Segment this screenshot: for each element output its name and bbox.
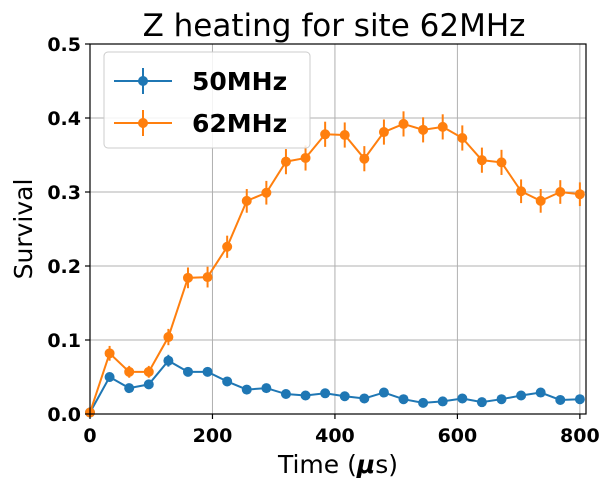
data-point	[222, 376, 233, 387]
ticks: 0 200 400 600 800 0.0 0.1 0.2 0.3 0.4 0.5	[47, 34, 599, 447]
data-point	[261, 383, 272, 394]
data-point	[339, 391, 350, 402]
data-point	[437, 396, 448, 407]
legend-marker	[138, 118, 148, 128]
legend-label: 62MHz	[192, 109, 287, 138]
data-point	[222, 241, 233, 252]
data-point	[516, 186, 527, 197]
data-point	[280, 156, 291, 167]
x-tick-label: 800	[560, 425, 600, 447]
data-point	[496, 394, 507, 405]
y-tick-label: 0.5	[47, 34, 81, 56]
data-point	[457, 393, 468, 404]
y-axis-label: Survival	[9, 179, 38, 280]
series-62MHz	[85, 111, 585, 418]
legend: 50MHz 62MHz	[103, 51, 311, 149]
data-point	[378, 387, 389, 398]
data-point	[476, 155, 487, 166]
y-tick-label: 0.2	[47, 256, 81, 278]
chart-title: Z heating for site 62MHz	[143, 8, 526, 44]
data-point	[555, 187, 566, 197]
data-point	[496, 157, 507, 168]
data-point	[339, 130, 350, 141]
y-tick-label: 0.3	[47, 182, 81, 204]
data-point	[182, 366, 193, 377]
series-layer	[85, 111, 585, 418]
data-point	[280, 389, 291, 400]
data-point	[418, 397, 429, 408]
data-point	[457, 132, 468, 143]
x-tick-label: 200	[193, 425, 233, 447]
y-tick-label: 0.4	[47, 108, 81, 130]
data-point	[163, 332, 174, 343]
data-point	[359, 393, 370, 404]
data-point	[320, 129, 331, 140]
data-point	[398, 118, 409, 129]
data-point	[241, 384, 252, 395]
x-tick-label: 0	[83, 425, 96, 447]
plot-frame	[89, 43, 587, 415]
data-point	[104, 348, 115, 359]
data-point	[535, 195, 546, 206]
data-point	[398, 394, 409, 405]
data-point	[241, 195, 252, 206]
data-point	[516, 390, 527, 401]
x-axis-label-head: Time (	[277, 450, 357, 479]
data-point	[104, 372, 115, 382]
data-point	[555, 394, 566, 405]
data-point	[437, 121, 448, 132]
data-point	[535, 387, 546, 398]
data-point	[202, 366, 213, 377]
x-tick-label: 600	[438, 425, 478, 447]
data-point	[300, 390, 311, 401]
legend-marker	[138, 76, 148, 86]
data-point	[261, 187, 272, 198]
data-point	[359, 153, 370, 164]
x-axis-label-tail: s)	[375, 450, 398, 479]
legend-label: 50MHz	[192, 67, 287, 96]
y-tick-label: 0.1	[47, 330, 81, 352]
x-axis-label: Time (μs)	[277, 450, 398, 479]
data-point	[143, 366, 154, 377]
data-point	[378, 127, 389, 138]
data-point	[300, 152, 311, 163]
data-point	[320, 388, 331, 399]
x-tick-label: 400	[315, 425, 355, 447]
data-point	[202, 272, 213, 283]
data-point	[574, 189, 585, 200]
data-point	[418, 124, 429, 135]
data-point	[182, 272, 193, 283]
y-tick-label: 0.0	[47, 404, 81, 426]
data-point	[476, 397, 487, 408]
data-point	[163, 355, 174, 366]
data-point	[124, 383, 135, 394]
data-point	[574, 394, 585, 405]
x-axis-label-mu: μ	[356, 450, 375, 479]
data-point	[124, 366, 135, 377]
data-point	[143, 379, 154, 390]
